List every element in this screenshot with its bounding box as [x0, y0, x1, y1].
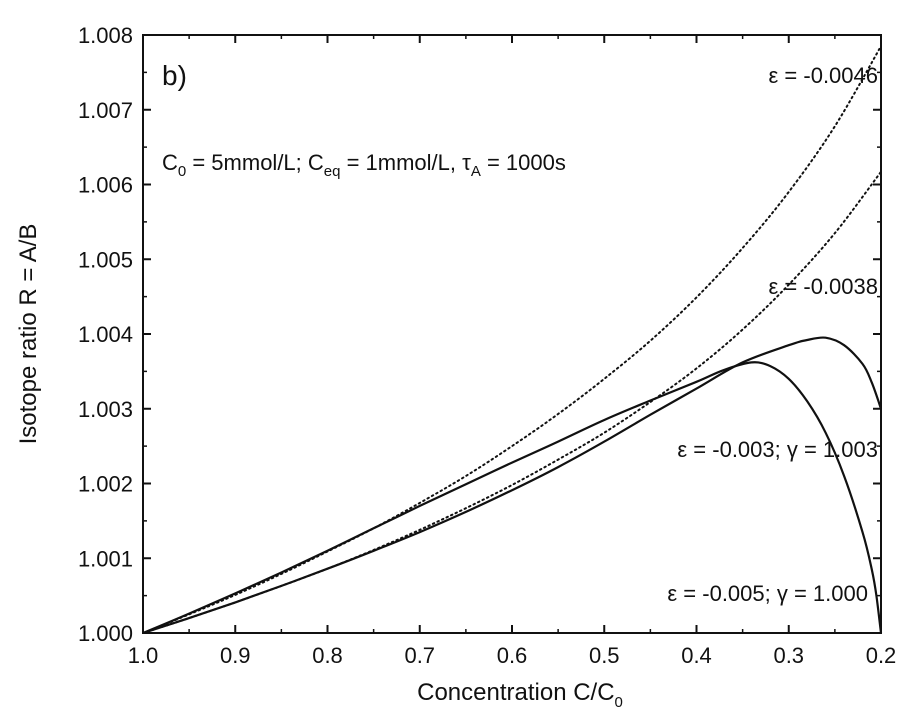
x-tick-label: 0.7: [404, 643, 435, 668]
x-tick-label: 0.3: [773, 643, 804, 668]
plot-frame: [142, 34, 882, 634]
conditions-text: C0 = 5mmol/L; Ceq = 1mmol/L, τA = 1000s: [162, 150, 566, 180]
x-tick-label: 1.0: [128, 643, 159, 668]
series-line-4: [142, 336, 883, 635]
x-tick-label: 0.6: [497, 643, 528, 668]
x-tick-label: 0.4: [681, 643, 712, 668]
annotation-eps-003: ε = -0.003; γ = 1.003: [677, 437, 878, 462]
y-tick-label: 1.005: [78, 247, 133, 272]
x-tick-label: 0.5: [589, 643, 620, 668]
y-tick-label: 1.004: [78, 322, 133, 347]
series-line-1: [142, 45, 882, 634]
y-tick-label: 1.001: [78, 546, 133, 571]
y-axis-title: Isotope ratio R = A/B: [15, 224, 42, 445]
y-tick-label: 1.006: [78, 173, 133, 198]
curves: [142, 45, 883, 635]
panel-label: b): [162, 60, 187, 91]
x-tick-label: 0.8: [312, 643, 343, 668]
x-ticks: 1.0 0.9 0.8 0.7 0.6 0.5 0.4 0.3 0.2: [128, 35, 897, 668]
annotation-eps-005: ε = -0.005; γ = 1.000: [667, 581, 868, 606]
y-tick-label: 1.000: [78, 621, 133, 646]
annotation-eps-0038: ε = -0.0038: [769, 274, 879, 299]
series-line-3: [142, 361, 883, 635]
y-tick-label: 1.003: [78, 397, 133, 422]
y-tick-label: 1.008: [78, 23, 133, 48]
y-tick-label: 1.007: [78, 98, 133, 123]
x-tick-label: 0.2: [866, 643, 897, 668]
y-ticks: 1.000 1.001 1.002 1.003 1.004 1.005 1.006 1.007…: [78, 23, 881, 646]
x-axis-title: Concentration C/C0: [417, 679, 623, 711]
x-tick-label: 0.9: [220, 643, 251, 668]
annotation-eps-0046: ε = -0.0046: [769, 63, 879, 88]
y-tick-label: 1.002: [78, 472, 133, 497]
series-line-2: [142, 170, 882, 634]
